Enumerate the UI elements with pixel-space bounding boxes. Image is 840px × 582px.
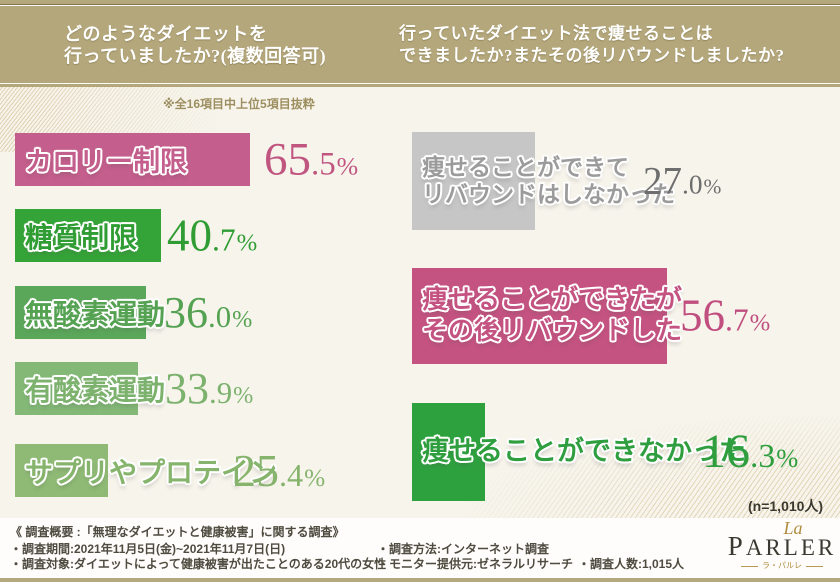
bar-row: 無酸素運動 36.0% [15,286,835,339]
logo-rule-right [806,565,823,567]
survey-target: ・調査対象:ダイエットによって健康被害が出たことのある20代の女性 [10,557,387,571]
bar-label: 有酸素運動 [25,375,166,407]
value-int: 33 [165,363,209,413]
bar-row: 痩せることができて リバウンドはしなかった 27.0% [412,132,840,230]
header-band: どのようなダイエットを 行っていましたか?(複数回答可) 行っていたダイエット法… [0,0,840,87]
survey-method: ・調査方法:インターネット調査 [377,542,549,556]
bar-row: 糖質制限 40.7% [15,209,835,262]
bar-carb-restriction: 糖質制限 [15,209,161,262]
bar-label-line2: その後リバウンドした [422,316,683,345]
bar-label: カロリー制限 [25,147,187,177]
value-int: 40 [167,210,212,260]
value-frac: .3 [750,438,776,475]
bar-aerobic-exercise: 有酸素運動 [15,362,165,415]
bar-row: サプリやプロテイン 25.4% [15,444,835,497]
logo-script-la: La [783,518,803,538]
survey-period: ・調査期間:2021年11月5日(金)~2021年11月7日(日) [10,542,286,556]
bar-row: カロリー制限 65.5% [15,133,835,186]
footer-bottom-rule [0,578,840,582]
value-frac: .4 [279,456,304,493]
right-chart-title-line2: できましたか?またその後リバウンドしましたか? [399,46,785,65]
percent-sign: % [233,381,254,409]
survey-count: ・調査人数:1,015人 [578,557,685,571]
survey-overview-heading: 《 調査概要 :「無理なダイエットと健康被害」に関する調査》 [10,525,345,539]
value-int: 65 [264,133,311,185]
bar-anaerobic-exercise: 無酸素運動 [15,286,165,339]
bar-value: 36.0% [164,287,253,337]
sample-size-note: (n=1,010人) [748,498,824,514]
value-frac: .7 [212,222,236,257]
bar-could-not-lose: 痩せることができなかった [412,403,746,501]
bar-label: サプリやプロテイン [25,457,278,489]
bar-row: 有酸素運動 33.9% [15,362,835,415]
value-frac: .0 [208,299,232,334]
bar-value: 25.4% [233,444,326,496]
value-int: 27 [643,159,682,203]
bar-value: 33.9% [165,363,254,413]
footer [0,518,840,582]
percent-sign: % [304,463,326,492]
bar-value: 40.7% [167,213,257,258]
logo-subtitle-text: ラ・パルレ [762,561,802,570]
value-frac: .0 [682,169,703,200]
bar-label-line1: 痩せることができたが [422,285,683,315]
logo-initial: P [727,531,746,561]
left-chart-title-line1: どのようなダイエットを [64,24,268,44]
logo-subtitle: ラ・パルレ [726,561,838,571]
bar-label-line1: 痩せることができなかった [422,436,746,467]
bar-lost-then-rebound: 痩せることができたが その後リバウンドした [412,268,683,364]
bar-calorie-restriction: カロリー制限 [15,133,250,186]
bar-value: 65.5% [264,136,358,183]
value-int: 36 [164,287,208,337]
right-chart-title-line1: 行っていたダイエット法で痩せることは [399,24,713,43]
percent-sign: % [703,174,722,199]
value-int: 56 [680,290,725,341]
value-frac: .9 [209,375,233,410]
percent-sign: % [236,229,258,256]
bar-value: 16.3% [702,428,798,476]
right-chart-title: 行っていたダイエット法で痩せることは できましたか?またその後リバウンドしました… [399,23,785,67]
bar-label: 無酸素運動 [25,299,166,331]
left-chart-title-line2: 行っていましたか?(複数回答可) [64,46,327,66]
logo-rule-left [741,565,758,567]
bar-row: 痩せることができなかった 16.3% [412,403,840,501]
logo-rest: ARLER [745,535,837,560]
left-chart-title: どのようなダイエットを 行っていましたか?(複数回答可) [64,23,326,67]
bar-label: 糖質制限 [25,222,138,254]
value-int: 25 [233,444,279,496]
survey-monitor: ・モニター提供元:ゼネラルリサーチ [377,557,573,571]
brand-logo: La PARLER ラ・パルレ [726,519,838,571]
value-frac: .7 [725,302,749,338]
top5-note: ※全16項目中上位5項目抜粋 [163,97,315,111]
value-int: 16 [702,425,750,478]
bar-value: 27.0% [643,162,721,201]
percent-sign: % [776,443,799,473]
bar-label-line1: 痩せることができて [422,154,629,180]
bar-lost-no-rebound: 痩せることができて リバウンドはしなかった [412,132,675,230]
bar-label-line2: リバウンドはしなかった [422,182,675,207]
bar-row: 痩せることができたが その後リバウンドした 56.7% [412,268,840,364]
value-frac: .5 [311,146,336,182]
logo-wordmark: PARLER [726,533,838,560]
bar-supplements-protein: サプリやプロテイン [15,444,277,497]
percent-sign: % [749,309,771,337]
percent-sign: % [232,305,253,333]
percent-sign: % [336,151,359,180]
bar-value: 56.7% [680,290,771,341]
